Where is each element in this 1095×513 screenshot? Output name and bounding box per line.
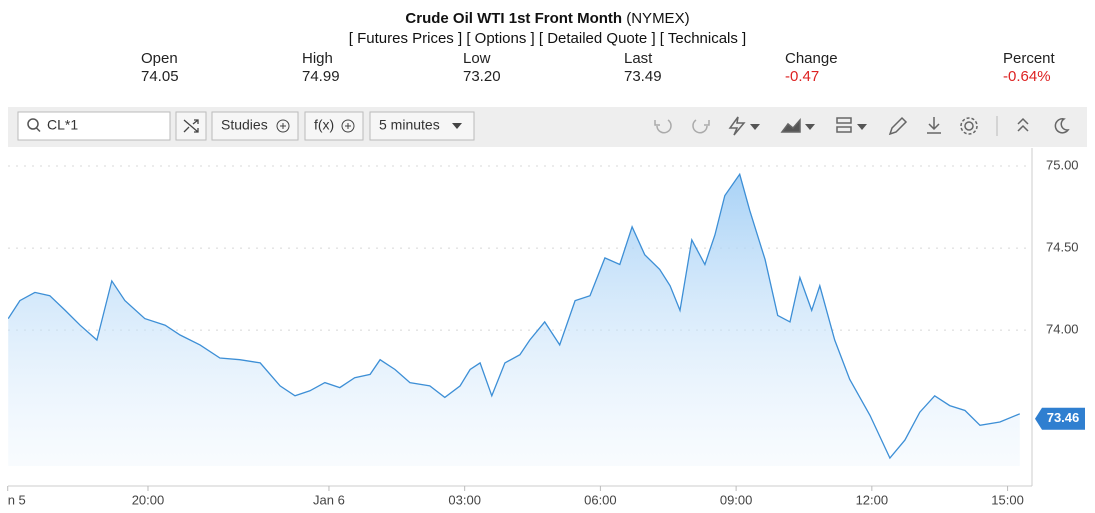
stat: High 74.99 <box>302 50 340 86</box>
x-tick-label: 20:00 <box>132 492 165 507</box>
stat-value: -0.47 <box>785 68 820 85</box>
search-icon <box>27 118 39 130</box>
stat: Percent -0.64% <box>1003 50 1055 86</box>
stat: Low 73.20 <box>463 50 501 86</box>
layout-icon[interactable] <box>836 126 852 133</box>
stat: Open 74.05 <box>141 50 179 86</box>
stat-label: Open <box>141 50 178 67</box>
plot <box>8 172 1021 467</box>
plus-icon <box>341 119 355 133</box>
last-price-label: 73.46 <box>1047 410 1080 425</box>
x-tick-label: 15:00 <box>991 492 1024 507</box>
stat-label: Low <box>463 50 491 67</box>
x-tick-label: 06:00 <box>584 492 617 507</box>
price-line <box>8 172 1021 460</box>
link[interactable]: [ Futures Prices ] <box>348 30 463 47</box>
stat-value: 73.20 <box>463 68 501 85</box>
symbol-text: CL*1 <box>47 117 78 133</box>
settings-icon <box>960 117 978 135</box>
link[interactable]: [ Options ] <box>466 30 535 47</box>
download-icon[interactable] <box>927 117 941 134</box>
link[interactable]: [ Detailed Quote ] <box>538 30 656 47</box>
last-price-tag <box>1035 407 1085 430</box>
plus-icon <box>345 123 351 129</box>
charttype-icon[interactable] <box>780 118 801 133</box>
functions-text: f(x) <box>314 117 334 133</box>
flash-icon[interactable] <box>728 116 746 136</box>
symbol-input[interactable] <box>17 111 171 141</box>
x-tick-label: 12:00 <box>856 492 889 507</box>
area <box>8 174 1020 467</box>
dropdown-icon <box>452 123 462 129</box>
exchange: (NYMEX) <box>626 10 690 27</box>
stat-value: 74.99 <box>302 68 340 85</box>
y-tick-label: 74.00 <box>1046 322 1079 337</box>
functions-button[interactable] <box>304 111 364 141</box>
title: Crude Oil WTI 1st Front Month (NYMEX) <box>0 10 1095 27</box>
stat-label: Change <box>785 50 838 67</box>
x-tick-label: n 5 <box>8 492 26 507</box>
stat-value: -0.64% <box>1003 68 1051 85</box>
toolbar-icons <box>654 116 1070 136</box>
links: [ Futures Prices ] [ Options ] [ Detaile… <box>0 30 1095 47</box>
x-tick-label: Jan 6 <box>313 492 345 507</box>
draw-icon[interactable] <box>888 116 908 136</box>
stat-label: Percent <box>1003 50 1055 67</box>
y-tick-label: 74.50 <box>1046 240 1079 255</box>
layout-icon[interactable] <box>836 117 852 124</box>
plus-icon <box>276 119 290 133</box>
redo-icon[interactable] <box>692 119 710 134</box>
stat-label: Last <box>624 50 653 67</box>
settings-icon[interactable] <box>964 121 974 131</box>
x-tick-label: 09:00 <box>720 492 753 507</box>
y-tick-label: 75.00 <box>1046 157 1079 172</box>
stat-value: 74.05 <box>141 68 179 85</box>
stat-label: High <box>302 50 333 67</box>
dropdown-icon <box>857 124 867 130</box>
dropdown-icon <box>750 124 760 130</box>
x-tick-label: 03:00 <box>448 492 481 507</box>
studies-text: Studies <box>221 117 268 133</box>
stat: Change -0.47 <box>785 50 838 86</box>
dropdown-icon <box>805 124 815 130</box>
plus-icon <box>280 123 286 129</box>
theme-icon[interactable] <box>1054 118 1070 134</box>
title-text: Crude Oil WTI 1st Front Month <box>405 10 623 27</box>
search-icon <box>35 127 41 133</box>
stat: Last 73.49 <box>624 50 662 86</box>
link[interactable]: [ Technicals ] <box>659 30 747 47</box>
interval-text: 5 minutes <box>379 117 440 133</box>
stat-value: 73.49 <box>624 68 662 85</box>
shuffle-icon <box>183 119 199 133</box>
collapse-icon[interactable] <box>1017 117 1029 132</box>
undo-icon[interactable] <box>654 119 672 134</box>
